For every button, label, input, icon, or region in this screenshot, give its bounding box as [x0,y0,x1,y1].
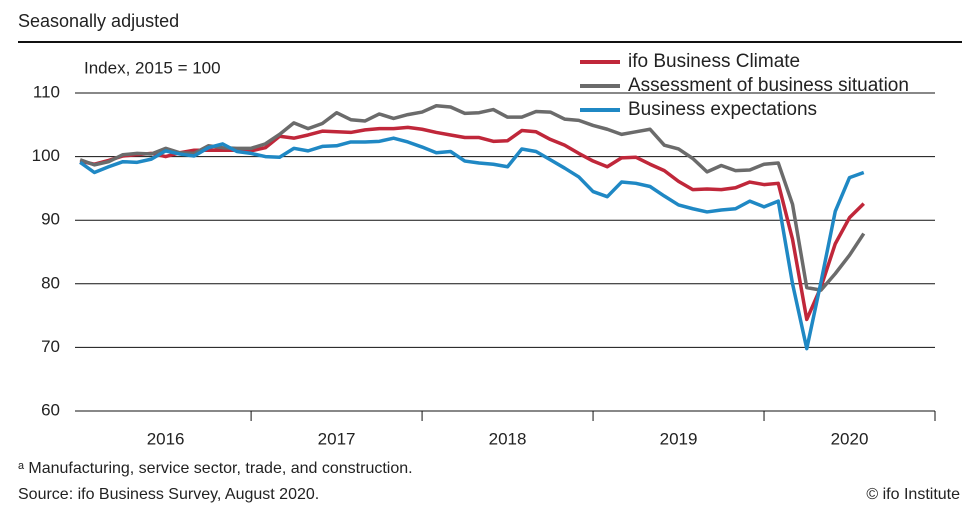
series-line [79,103,866,292]
y-tick-label: 100 [32,146,60,165]
legend-label: ifo Business Climate [628,51,800,72]
source: Source: ifo Business Survey, August 2020… [18,486,319,503]
copyright: © ifo Institute [866,486,960,503]
chart-title: Seasonally adjusted [18,11,179,31]
x-tick-label: 2017 [318,429,356,448]
y-tick-label: 80 [41,273,60,292]
series-line [79,136,865,351]
annotation: Index, 2015 = 100 [84,58,221,77]
legend-label: Business expectations [628,99,817,120]
x-tick-label: 2020 [831,429,869,448]
x-tick-label: 2018 [489,429,527,448]
x-tick-label: 2019 [660,429,698,448]
footnote: ᵃ Manufacturing, service sector, trade, … [18,460,413,477]
series-line [79,125,865,322]
y-tick-label: 110 [33,82,60,101]
y-tick-label: 70 [41,337,60,356]
y-tick-label: 90 [41,210,60,229]
legend-label: Assessment of business situation [628,75,909,96]
y-tick-label: 60 [41,400,60,419]
x-tick-label: 2016 [147,429,185,448]
